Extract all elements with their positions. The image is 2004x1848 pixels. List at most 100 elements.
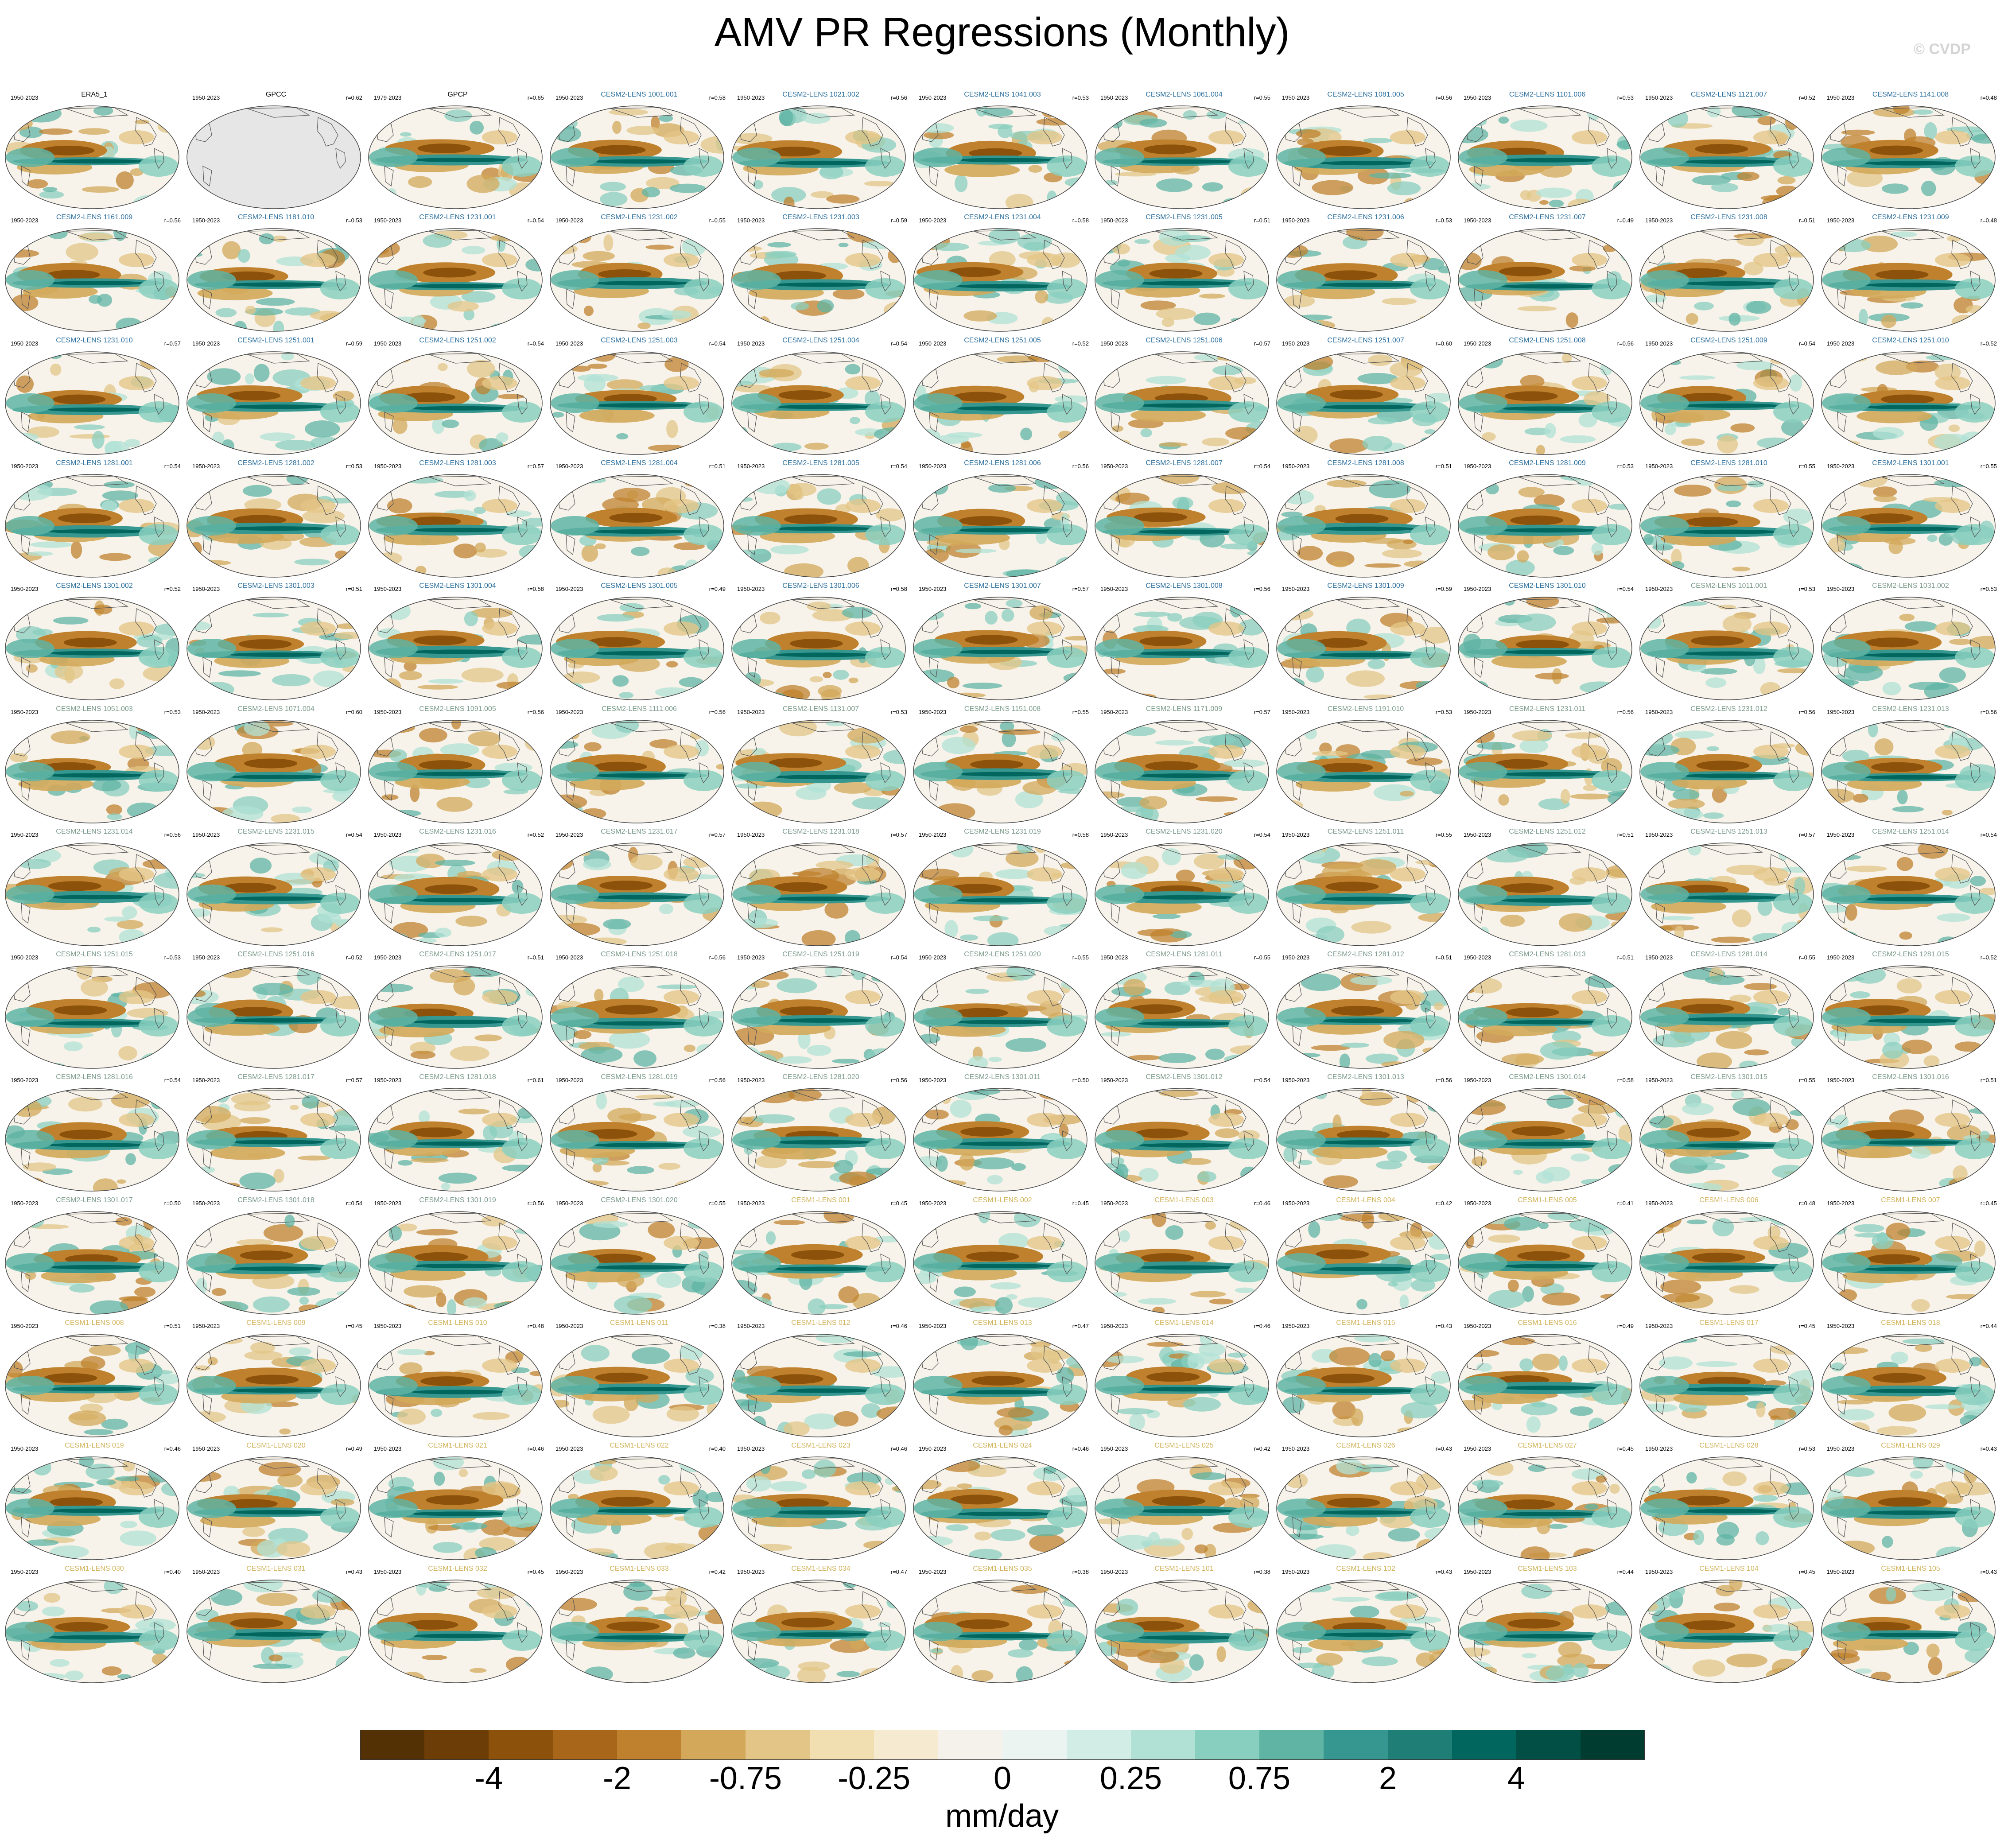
panel-title: CESM1-LENS 003 <box>1154 1196 1214 1204</box>
panel-correlation: r=0.54 <box>890 954 907 961</box>
panel-period: 1950-2023 <box>374 1568 402 1575</box>
panel-correlation: r=0.61 <box>527 1077 544 1084</box>
map <box>913 1334 1087 1437</box>
panel-period: 1950-2023 <box>1100 708 1128 715</box>
map <box>1821 597 1996 700</box>
panel-title: CESM2-LENS 1191.010 <box>1327 705 1404 713</box>
map <box>913 965 1087 1069</box>
colorbar-swatch <box>1581 1730 1645 1760</box>
panel-title: CESM2-LENS 1281.016 <box>56 1073 133 1081</box>
panel-correlation: r=0.53 <box>1072 94 1089 101</box>
map <box>731 597 906 700</box>
panel-correlation: r=0.53 <box>346 217 362 224</box>
panel-period: 1950-2023 <box>737 462 765 470</box>
panel-correlation: r=0.54 <box>890 340 907 347</box>
panel-correlation: r=0.58 <box>1072 217 1089 224</box>
panel-correlation: r=0.57 <box>1072 586 1089 593</box>
colorbar-tick-label: -2 <box>602 1761 632 1796</box>
panel-correlation: r=0.51 <box>164 1323 181 1329</box>
map <box>913 474 1087 578</box>
panel-title: CESM2-LENS 1111.006 <box>602 705 677 713</box>
map <box>368 597 543 700</box>
panel-period: 1950-2023 <box>1100 586 1128 593</box>
map <box>5 965 179 1069</box>
panel-title: CESM2-LENS 1251.018 <box>601 951 678 959</box>
panel-period: 1950-2023 <box>1827 340 1855 347</box>
figure-title: AMV PR Regressions (Monthly) <box>714 10 1290 55</box>
map-panel: 1950-2023 CESM1-LENS 015 r=0.43 <box>1275 1319 1456 1440</box>
map <box>731 1579 906 1683</box>
map-panel: 1950-2023 CESM2-LENS 1251.005 r=0.52 <box>912 337 1093 457</box>
map-panel: 1950-2023 CESM1-LENS 031 r=0.43 <box>185 1565 367 1685</box>
panel-title: CESM2-LENS 1251.004 <box>782 336 859 344</box>
panel-correlation: r=0.58 <box>709 94 726 101</box>
map-panel: 1950-2023 CESM2-LENS 1301.006 r=0.58 <box>730 582 912 703</box>
panel-correlation: r=0.45 <box>890 1200 907 1207</box>
panel-correlation: r=0.62 <box>346 94 362 101</box>
panel-correlation: r=0.58 <box>1617 1077 1634 1084</box>
panel-title: CESM2-LENS 1281.007 <box>1146 459 1223 467</box>
map-panel: 1950-2023 CESM1-LENS 020 r=0.49 <box>185 1442 367 1562</box>
panel-title: CESM2-LENS 1301.012 <box>1146 1073 1223 1081</box>
panel-correlation: r=0.48 <box>1980 94 1997 101</box>
panel-period: 1950-2023 <box>1645 831 1673 838</box>
map-panel: 1950-2023 CESM1-LENS 011 r=0.38 <box>548 1319 730 1440</box>
panel-title: CESM2-LENS 1071.004 <box>237 705 315 713</box>
map-panel: 1950-2023 CESM2-LENS 1001.001 r=0.58 <box>548 91 730 211</box>
panel-title: CESM2-LENS 1251.007 <box>1327 336 1404 344</box>
panel-correlation: r=0.51 <box>1980 1077 1997 1084</box>
map-panel: 1950-2023 CESM1-LENS 009 r=0.45 <box>185 1319 367 1440</box>
panel-title: CESM1-LENS 013 <box>973 1319 1032 1327</box>
map <box>1639 1211 1814 1315</box>
colorbar-swatch <box>1516 1730 1581 1760</box>
panel-period: 1950-2023 <box>737 1323 765 1329</box>
panel-title: CESM1-LENS 012 <box>791 1319 851 1327</box>
map-panel: 1950-2023 CESM1-LENS 033 r=0.42 <box>548 1565 730 1685</box>
map-panel: 1950-2023 CESM2-LENS 1281.006 r=0.56 <box>912 459 1093 580</box>
panel-correlation: r=0.43 <box>1980 1568 1997 1575</box>
map-panel: 1950-2023 CESM2-LENS 1151.008 r=0.55 <box>912 705 1093 826</box>
colorbar-swatch <box>1452 1730 1517 1760</box>
colorbar-swatch <box>553 1730 618 1760</box>
panel-correlation: r=0.54 <box>164 1077 181 1084</box>
panel-correlation: r=0.45 <box>1798 1568 1815 1575</box>
panel-period: 1950-2023 <box>374 340 402 347</box>
map <box>913 1088 1087 1192</box>
panel-correlation: r=0.47 <box>1072 1323 1089 1329</box>
panel-correlation: r=0.51 <box>1617 954 1634 961</box>
map-panel: 1950-2023 CESM1-LENS 105 r=0.43 <box>1820 1565 2001 1685</box>
map-panel: 1950-2023 CESM2-LENS 1281.013 r=0.51 <box>1456 951 1638 1071</box>
map-panel: 1950-2023 CESM1-LENS 022 r=0.40 <box>548 1442 730 1562</box>
map <box>550 351 724 455</box>
panel-title: CESM2-LENS 1151.008 <box>964 705 1041 713</box>
panel-period: 1950-2023 <box>1100 1323 1128 1329</box>
panel-period: 1950-2023 <box>1282 94 1310 101</box>
panel-correlation: r=0.49 <box>1617 1323 1634 1329</box>
map <box>913 351 1087 455</box>
panel-title: CESM2-LENS 1231.017 <box>601 827 678 835</box>
panel-correlation: r=0.54 <box>709 340 726 347</box>
panel-title: CESM2-LENS 1281.004 <box>601 459 678 467</box>
panel-title: CESM2-LENS 1281.013 <box>1509 951 1586 959</box>
map <box>5 228 179 332</box>
map-panel: 1950-2023 CESM2-LENS 1251.014 r=0.54 <box>1820 828 2001 948</box>
colorbar-swatch <box>874 1730 939 1760</box>
map-panel: 1950-2023 CESM2-LENS 1281.016 r=0.54 <box>4 1073 185 1194</box>
panel-period: 1950-2023 <box>555 708 583 715</box>
map <box>186 105 361 209</box>
map-panel: 1950-2023 CESM1-LENS 024 r=0.46 <box>912 1442 1093 1562</box>
map <box>550 597 724 700</box>
map-panel: 1950-2023 CESM2-LENS 1231.007 r=0.49 <box>1456 214 1638 334</box>
panel-period: 1950-2023 <box>555 1200 583 1207</box>
panel-title: CESM2-LENS 1301.008 <box>1146 582 1223 590</box>
map-panel: 1950-2023 GPCC r=0.62 <box>185 91 367 211</box>
map-panel: 1950-2023 CESM2-LENS 1091.005 r=0.56 <box>367 705 548 826</box>
panel-period: 1950-2023 <box>919 708 947 715</box>
colorbar-swatch <box>938 1730 1003 1760</box>
panel-correlation: r=0.54 <box>346 831 362 838</box>
panel-correlation: r=0.58 <box>527 586 544 593</box>
panel-title: CESM2-LENS 1231.014 <box>56 827 133 835</box>
panel-title: ERA5_1 <box>81 91 108 98</box>
panel-correlation: r=0.55 <box>1980 462 1997 470</box>
panel-title: CESM1-LENS 010 <box>428 1319 487 1327</box>
